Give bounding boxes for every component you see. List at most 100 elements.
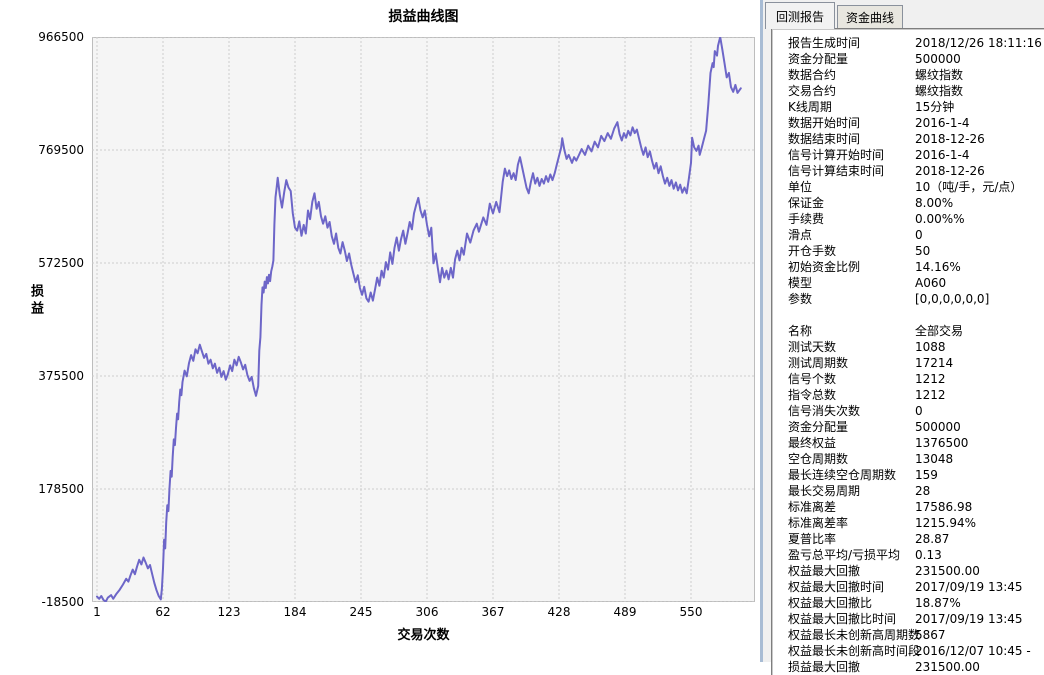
report-row: 信号计算开始时间 2016-1-4	[772, 147, 1044, 163]
report-row-label: 标准离差率	[788, 516, 849, 530]
report-row-label: 交易合约	[788, 84, 837, 98]
report-row-value: 0	[915, 228, 923, 242]
report-row-label: 权益最大回撤比时间	[788, 612, 897, 626]
report-row-value: 18.87%	[915, 596, 961, 610]
report-row-label: 盈亏总平均/亏损平均	[788, 548, 901, 562]
y-tick-label: 966500	[38, 30, 84, 44]
report-row-label: 参数	[788, 292, 813, 306]
tab-equity-curve[interactable]: 资金曲线	[837, 5, 904, 29]
report-row-label: 资金分配量	[788, 52, 849, 66]
report-rows: 报告生成时间 2018/12/26 18:11:16 资金分配量 500000 数据合约…	[771, 28, 1044, 675]
report-row: 最长连续空仓周期数 159	[772, 467, 1044, 483]
report-row: 标准离差率 1215.94%	[772, 515, 1044, 531]
report-row-label: 空仓周期数	[788, 452, 849, 466]
panel-splitter[interactable]	[760, 0, 763, 662]
report-row	[772, 307, 1044, 323]
report-row-value: A060	[915, 276, 947, 290]
report-row: 资金分配量 500000	[772, 51, 1044, 67]
report-row: 保证金 8.00%	[772, 195, 1044, 211]
report-row-label: 数据合约	[788, 68, 837, 82]
report-panel: 回测报告 资金曲线 报告生成时间 2018/12/26 18:11:16 资金分配量 5…	[763, 0, 1044, 675]
report-row-value: 500000	[915, 52, 961, 66]
report-row: 名称 全部交易	[772, 323, 1044, 339]
report-row-label: 指令总数	[788, 388, 837, 402]
report-row-label: 最长交易周期	[788, 484, 861, 498]
report-row-value: 2018-12-26	[915, 164, 985, 178]
y-axis-title: 损益	[28, 284, 43, 318]
report-row-label: 初始资金比例	[788, 260, 861, 274]
report-row-label: 单位	[788, 180, 813, 194]
report-row-value: 5867	[915, 628, 946, 642]
report-row-label: 信号个数	[788, 372, 837, 386]
report-row: 测试天数 1088	[772, 339, 1044, 355]
report-row: K线周期 15分钟	[772, 99, 1044, 115]
profit-curve-plot[interactable]	[92, 37, 755, 602]
report-row: 信号计算结束时间 2018-12-26	[772, 163, 1044, 179]
report-row-label: 权益最大回撤时间	[788, 580, 885, 594]
report-row-label: 报告生成时间	[788, 36, 861, 50]
report-row: 参数 [0,0,0,0,0,0]	[772, 291, 1044, 307]
report-row: 空仓周期数 13048	[772, 451, 1044, 467]
report-row-label: 信号消失次数	[788, 404, 861, 418]
report-row: 权益最大回撤时间 2017/09/19 13:45	[772, 579, 1044, 595]
report-row-value: 螺纹指数	[915, 68, 964, 82]
report-row-value: 17586.98	[915, 500, 973, 514]
x-tick-label: 367	[481, 605, 505, 619]
report-row-value: 2016-1-4	[915, 148, 970, 162]
report-row: 单位 10（吨/手，元/点）	[772, 179, 1044, 195]
tab-backtest-report[interactable]: 回测报告	[765, 2, 836, 29]
profit-loss-chart-region: 损益曲线图 损益 交易次数 966500 769500 572500 375500 17…	[28, 9, 755, 643]
report-row-label: 滑点	[788, 228, 813, 242]
report-row-value: 1212	[915, 372, 946, 386]
report-row: 权益最大回撤 231500.00	[772, 563, 1044, 579]
report-row-label: 手续费	[788, 212, 825, 226]
report-row: 权益最大回撤比 18.87%	[772, 595, 1044, 611]
report-row-label: 测试周期数	[788, 356, 849, 370]
report-row-value: 0	[915, 404, 923, 418]
report-row-value: 159	[915, 468, 938, 482]
report-row-value: 13048	[915, 452, 954, 466]
report-row-value: 28	[915, 484, 931, 498]
report-row: 指令总数 1212	[772, 387, 1044, 403]
x-tick-label: 184	[283, 605, 307, 619]
report-row-label: 模型	[788, 276, 813, 290]
report-row-value: 1215.94%	[915, 516, 977, 530]
report-row: 信号消失次数 0	[772, 403, 1044, 419]
x-tick-label: 62	[155, 605, 171, 619]
report-row: 最终权益 1376500	[772, 435, 1044, 451]
report-row: 报告生成时间 2018/12/26 18:11:16	[772, 35, 1044, 51]
report-row-label: 权益最大回撤比	[788, 596, 873, 610]
report-row-label: 数据结束时间	[788, 132, 861, 146]
report-row-value: 8.00%	[915, 196, 954, 210]
report-row-label: 最长连续空仓周期数	[788, 468, 897, 482]
report-row-label: 夏普比率	[788, 532, 837, 546]
y-tick-label: 769500	[38, 143, 84, 157]
report-row-value: 14.16%	[915, 260, 961, 274]
report-row-label: 保证金	[788, 196, 825, 210]
report-row-label: 信号计算开始时间	[788, 148, 885, 162]
report-row-value: 231500.00	[915, 660, 980, 674]
report-row-label: 权益最长未创新高时间段	[788, 644, 921, 658]
report-row: 损益最大回撤 231500.00	[772, 659, 1044, 675]
report-row: 数据开始时间 2016-1-4	[772, 115, 1044, 131]
report-row: 手续费 0.00%%	[772, 211, 1044, 227]
report-row-label: 名称	[788, 324, 813, 338]
report-row-value: 0.13	[915, 548, 942, 562]
report-row: 滑点 0	[772, 227, 1044, 243]
report-row-label: 信号计算结束时间	[788, 164, 885, 178]
report-row-label: 标准离差	[788, 500, 837, 514]
report-row-label: 最终权益	[788, 436, 837, 450]
y-tick-label: -18500	[41, 595, 84, 609]
report-row-value: 2018/12/26 18:11:16	[915, 36, 1042, 50]
report-row-value: 1212	[915, 388, 946, 402]
x-axis-title: 交易次数	[397, 628, 450, 643]
report-row: 夏普比率 28.87	[772, 531, 1044, 547]
y-tick-label: 572500	[38, 256, 84, 270]
report-row-value: 2017/09/19 13:45	[915, 612, 1023, 626]
report-row-label: 资金分配量	[788, 420, 849, 434]
report-row: 标准离差 17586.98	[772, 499, 1044, 515]
report-row-value: 2016/12/07 10:45 -	[915, 644, 1031, 658]
report-row: 测试周期数 17214	[772, 355, 1044, 371]
report-row: 数据合约 螺纹指数	[772, 67, 1044, 83]
